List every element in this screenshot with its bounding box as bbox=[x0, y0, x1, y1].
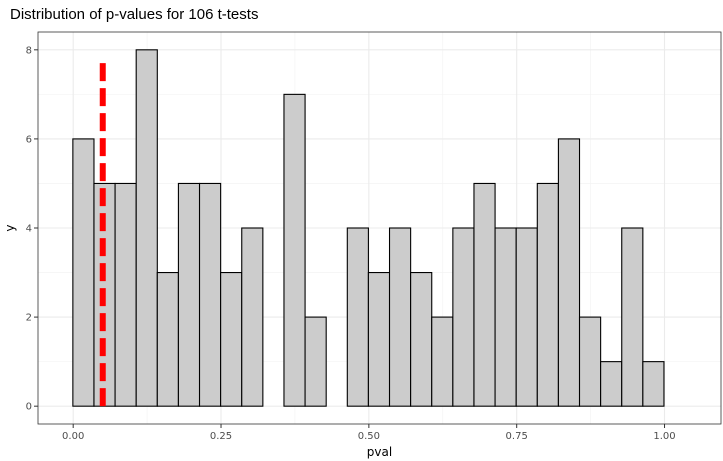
histogram-bar bbox=[515, 227, 538, 407]
histogram-bar bbox=[241, 227, 264, 407]
histogram-bar bbox=[536, 182, 559, 407]
histogram-bar bbox=[600, 361, 623, 407]
histogram-bar bbox=[220, 271, 243, 407]
x-axis-title: pval bbox=[367, 445, 392, 459]
y-axis-title: y bbox=[3, 224, 17, 231]
histogram-bar bbox=[72, 138, 95, 407]
histogram-bar bbox=[410, 271, 433, 407]
histogram-bar bbox=[177, 182, 201, 407]
histogram-bar bbox=[283, 93, 306, 407]
x-tick-label: 0.75 bbox=[506, 431, 528, 442]
histogram-bar bbox=[304, 316, 327, 407]
histogram-bar bbox=[135, 49, 158, 407]
histogram-bar bbox=[198, 182, 222, 407]
histogram-bar bbox=[367, 271, 391, 407]
x-tick-label: 0.25 bbox=[210, 431, 232, 442]
histogram-bar bbox=[578, 316, 602, 407]
y-tick-label: 0 bbox=[26, 402, 32, 413]
x-tick-label: 0.00 bbox=[62, 431, 84, 442]
y-tick-label: 2 bbox=[26, 313, 32, 324]
bars bbox=[72, 49, 665, 407]
histogram-bar bbox=[473, 182, 496, 407]
x-tick-label: 1.00 bbox=[653, 431, 675, 442]
histogram-bar bbox=[452, 227, 475, 407]
axis-ticks: 0.00 0.25 0.50 0.75 1.00 0 2 4 6 8 bbox=[26, 45, 676, 442]
histogram-bar bbox=[114, 182, 137, 407]
histogram-bar bbox=[557, 138, 581, 407]
y-tick-label: 8 bbox=[26, 45, 32, 56]
y-tick-label: 6 bbox=[26, 134, 32, 145]
y-tick-label: 4 bbox=[26, 224, 32, 235]
x-tick-label: 0.50 bbox=[358, 431, 380, 442]
histogram-bar bbox=[642, 361, 665, 407]
chart-title: Distribution of p-values for 106 t-tests bbox=[10, 6, 259, 23]
histogram-bar bbox=[156, 271, 179, 407]
histogram-bar bbox=[346, 227, 369, 407]
histogram-bar bbox=[431, 316, 454, 407]
histogram-bar bbox=[494, 227, 517, 407]
histogram-bar bbox=[388, 227, 412, 407]
histogram-bar bbox=[621, 227, 644, 407]
